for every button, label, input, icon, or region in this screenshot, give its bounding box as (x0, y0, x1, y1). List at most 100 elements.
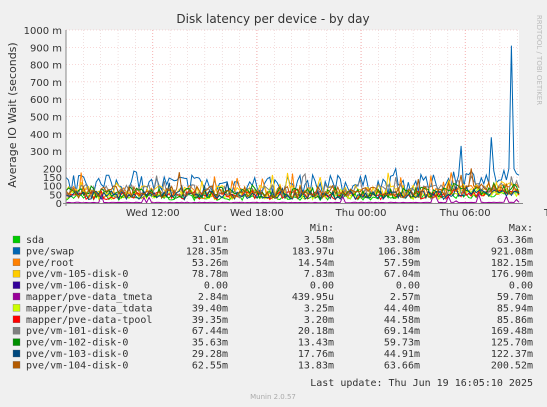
legend-value: 63.66m (384, 360, 420, 371)
legend-value: 125.70m (491, 338, 533, 349)
last-update: Last update: Thu Jun 19 16:05:10 2025 (310, 378, 533, 389)
series-lines (65, 45, 520, 204)
legend-value: 183.97u (292, 246, 334, 257)
legend-value: 59.70m (497, 292, 533, 303)
y-tick-label: 1000 m (24, 26, 62, 37)
legend-value: 57.59m (384, 258, 420, 269)
legend-value: 122.37m (491, 349, 533, 360)
x-tick-label: Thu 06:00 (439, 208, 491, 219)
legend-value: 20.18m (298, 326, 334, 337)
legend-value: 33.80m (384, 235, 420, 246)
x-tick-label: Thu 12:00 (543, 208, 547, 219)
legend-series-name: sda (26, 235, 44, 246)
x-tick-label: Wed 18:00 (230, 208, 284, 219)
legend-header: Min: (310, 223, 334, 234)
legend-value: 921.08m (491, 246, 533, 257)
legend-series-name: pve/vm-101-disk-0 (26, 326, 128, 337)
x-tick-labels: Wed 12:00 Wed 18:00 Thu 00:00 Thu 06:00 Thu … (126, 208, 547, 219)
legend-header: Cur: (204, 223, 228, 234)
legend-series-name: pve/vm-103-disk-0 (26, 349, 128, 360)
legend-value: 200.52m (491, 360, 533, 371)
y-tick-label: 600 m (30, 95, 62, 106)
y-tick-label: 200 (43, 164, 62, 175)
legend-value: 14.54m (298, 258, 334, 269)
legend-value: 169.48m (491, 326, 533, 337)
legend-value: 182.15m (491, 258, 533, 269)
legend-series-name: mapper/pve-data-tpool (26, 315, 152, 326)
legend-swatch (12, 247, 21, 255)
legend-value: 63.36m (497, 235, 533, 246)
legend-swatch (12, 258, 21, 266)
legend-swatch (12, 338, 21, 346)
legend-value: 2.57m (390, 292, 420, 303)
legend-value: 78.78m (192, 269, 228, 280)
legend-value: 69.14m (384, 326, 420, 337)
legend-value: 0.00 (509, 281, 533, 292)
legend-value: 85.94m (497, 303, 533, 314)
legend-value: 59.73m (384, 338, 420, 349)
y-axis-label: Average IO Wait (seconds) (6, 42, 19, 187)
legend-series-name: pve/root (26, 258, 74, 269)
legend-value: 13.83m (298, 360, 334, 371)
legend-value: 17.76m (298, 349, 334, 360)
legend-value: 2.84m (198, 292, 228, 303)
legend-value: 44.91m (384, 349, 420, 360)
legend-swatch (12, 270, 21, 278)
grid-lines (65, 29, 519, 204)
legend-value: 3.25m (304, 303, 334, 314)
legend-series-name: pve/vm-105-disk-0 (26, 269, 128, 280)
y-tick-label: 900 m (30, 43, 62, 54)
y-tick-label: 50 (49, 190, 62, 201)
legend-swatch (12, 235, 21, 244)
legend-value: 439.95u (292, 292, 334, 303)
legend-value: 44.40m (384, 303, 420, 314)
legend-value: 3.20m (304, 315, 334, 326)
x-tick-label: Thu 00:00 (335, 208, 387, 219)
legend-series-name: pve/swap (26, 246, 74, 257)
x-tick-label: Wed 12:00 (126, 208, 180, 219)
legend-series-name: pve/vm-102-disk-0 (26, 338, 128, 349)
legend-swatch (12, 349, 21, 358)
legend-value: 35.63m (192, 338, 228, 349)
legend-value: 67.44m (192, 326, 228, 337)
legend-value: 67.04m (384, 269, 420, 280)
legend-series-name: mapper/pve-data_tdata (26, 303, 152, 314)
legend-header: Avg: (396, 223, 420, 234)
legend-swatch (12, 327, 21, 335)
legend-value: 62.55m (192, 360, 228, 371)
legend-swatch (12, 304, 21, 312)
legend-swatch (12, 315, 21, 323)
legend-value: 0.00 (396, 281, 420, 292)
munin-version: Munin 2.0.57 (250, 393, 296, 401)
legend-value: 44.58m (384, 315, 420, 326)
legend-series-name: pve/vm-104-disk-0 (26, 360, 128, 371)
y-tick-label: 400 m (30, 130, 62, 141)
legend-value: 29.28m (192, 349, 228, 360)
legend-value: 39.40m (192, 303, 228, 314)
legend-series-name: pve/vm-106-disk-0 (26, 281, 128, 292)
legend-value: 31.01m (192, 235, 228, 246)
legend-value: 3.58m (304, 235, 334, 246)
legend-value: 106.38m (378, 246, 420, 257)
y-tick-label: 700 m (30, 78, 62, 89)
legend-swatch (12, 292, 21, 301)
rrdtool-watermark: RRDTOOL / TOBI OETIKER (535, 15, 543, 105)
legend-value: 0.00 (204, 281, 228, 292)
legend-value: 85.86m (497, 315, 533, 326)
legend-value: 176.90m (491, 269, 533, 280)
legend-value: 39.35m (192, 315, 228, 326)
legend-header: Max: (509, 223, 533, 234)
series-line (65, 182, 520, 201)
y-tick-label: 500 m (30, 113, 62, 124)
series-line (65, 192, 520, 204)
y-tick-label: 100 (43, 182, 62, 193)
legend: Cur: Min: Avg: Max: sda 31.01m 3.58m 33.80m 63.3… (12, 223, 533, 371)
chart-title: Disk latency per device - by day (176, 12, 369, 26)
legend-value: 128.35m (186, 246, 228, 257)
series-line (65, 181, 520, 200)
legend-swatch (12, 361, 21, 369)
legend-value: 7.83m (304, 269, 334, 280)
legend-value: 0.00 (310, 281, 334, 292)
